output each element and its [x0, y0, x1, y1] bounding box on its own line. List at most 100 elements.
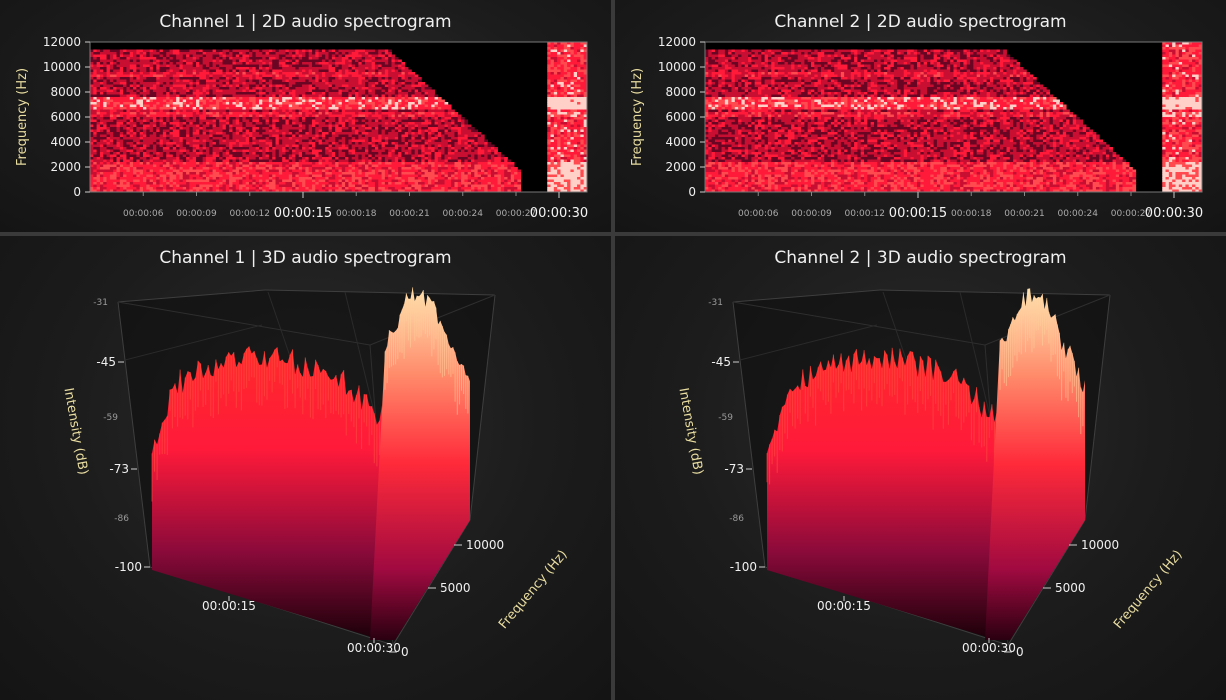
heatmap-cell [106, 64, 111, 68]
heatmap-cell [159, 62, 164, 65]
heatmap-cell [374, 127, 379, 130]
heatmap-cell [196, 89, 200, 93]
heatmap-cell [351, 107, 356, 110]
heatmap-cell [374, 107, 379, 110]
heatmap-cell [268, 147, 273, 150]
heatmap-cell [156, 122, 160, 125]
heatmap-cell [325, 184, 329, 188]
heatmap-cell [152, 99, 157, 103]
heatmap-cell [365, 49, 369, 53]
heatmap-cell [235, 107, 240, 110]
heatmap-cell [136, 72, 141, 75]
heatmap-cell [209, 114, 213, 118]
heatmap-cell [245, 57, 250, 60]
heatmap-cell [196, 144, 200, 148]
heatmap-cell [116, 169, 121, 173]
heatmap-cell [361, 64, 366, 68]
heatmap-cell [229, 159, 233, 163]
heatmap-cell [252, 184, 257, 188]
heatmap-cell [285, 139, 290, 143]
heatmap-cell [371, 164, 376, 168]
heatmap-cell [368, 114, 373, 118]
heatmap-cell [99, 74, 104, 78]
heatmap-cell [166, 92, 170, 95]
heatmap-cell [239, 97, 243, 100]
heatmap-cell [262, 169, 266, 173]
heatmap-cell [268, 137, 273, 140]
heatmap-cell [341, 77, 346, 80]
heatmap-cell [139, 154, 144, 158]
heatmap-cell [374, 67, 379, 70]
heatmap-cell [103, 159, 107, 163]
heatmap-cell [318, 127, 323, 130]
heatmap-cell [109, 167, 114, 170]
heatmap-cell [245, 189, 250, 193]
heatmap-cell [245, 54, 250, 58]
heatmap-cell [282, 122, 286, 125]
heatmap-cell [146, 74, 151, 78]
heatmap-cell [328, 92, 333, 95]
heatmap-cell [113, 109, 117, 113]
heatmap-cell [192, 54, 197, 58]
heatmap-cell [298, 84, 303, 88]
heatmap-cell [348, 172, 353, 175]
heatmap-cell [348, 124, 353, 128]
heatmap-cell [176, 167, 180, 170]
heatmap-cell [186, 142, 190, 145]
heatmap-cell [345, 104, 349, 108]
heatmap-cell [365, 154, 369, 158]
heatmap-cell [93, 144, 98, 148]
heatmap-cell [109, 172, 114, 175]
heatmap-cell [371, 169, 376, 173]
heatmap-cell [189, 102, 194, 105]
heatmap-cell [368, 124, 373, 128]
heatmap-cell [139, 134, 144, 138]
heatmap-cell [129, 157, 134, 160]
heatmap-cell [123, 174, 127, 178]
heatmap-cell [113, 187, 117, 190]
heatmap-cell [209, 142, 213, 145]
heatmap-cell [341, 59, 346, 63]
heatmap-cell [103, 94, 107, 98]
heatmap-cell [371, 182, 376, 185]
heatmap-cell [305, 117, 310, 120]
heatmap-cell [361, 142, 366, 145]
heatmap-cell [345, 109, 349, 113]
heatmap-cell [146, 62, 151, 65]
heatmap-cell [109, 74, 114, 78]
heatmap-cell [182, 137, 187, 140]
heatmap-cell [268, 119, 273, 123]
heatmap-cell [325, 159, 329, 163]
heatmap-cell [126, 127, 131, 130]
heatmap-cell [172, 187, 177, 190]
heatmap-cell [308, 124, 313, 128]
heatmap-cell [235, 167, 240, 170]
heatmap-cell [272, 154, 276, 158]
heatmap-cell [162, 174, 167, 178]
heatmap-cell [103, 52, 107, 55]
heatmap-cell [305, 69, 310, 73]
heatmap-cell [196, 102, 200, 105]
heatmap-cell [166, 79, 170, 83]
heatmap-cell [265, 62, 270, 65]
heatmap-cell [166, 122, 170, 125]
heatmap-cell [311, 67, 316, 70]
heatmap-cell [341, 144, 346, 148]
heatmap-cell [288, 179, 293, 183]
heatmap-cell [249, 149, 253, 153]
heatmap-cell [325, 102, 329, 105]
heatmap-cell [361, 59, 366, 63]
heatmap-cell [103, 79, 107, 83]
heatmap-cell [106, 129, 111, 133]
heatmap-cell [109, 189, 114, 193]
heatmap-cell [345, 134, 349, 138]
heatmap-cell [358, 152, 363, 155]
heatmap-cell [229, 79, 233, 83]
heatmap-cell [325, 174, 329, 178]
heatmap-cell [358, 92, 363, 95]
heatmap-cell [368, 79, 373, 83]
heatmap-cell [258, 144, 263, 148]
heatmap-cell [232, 174, 237, 178]
heatmap-cell [156, 137, 160, 140]
